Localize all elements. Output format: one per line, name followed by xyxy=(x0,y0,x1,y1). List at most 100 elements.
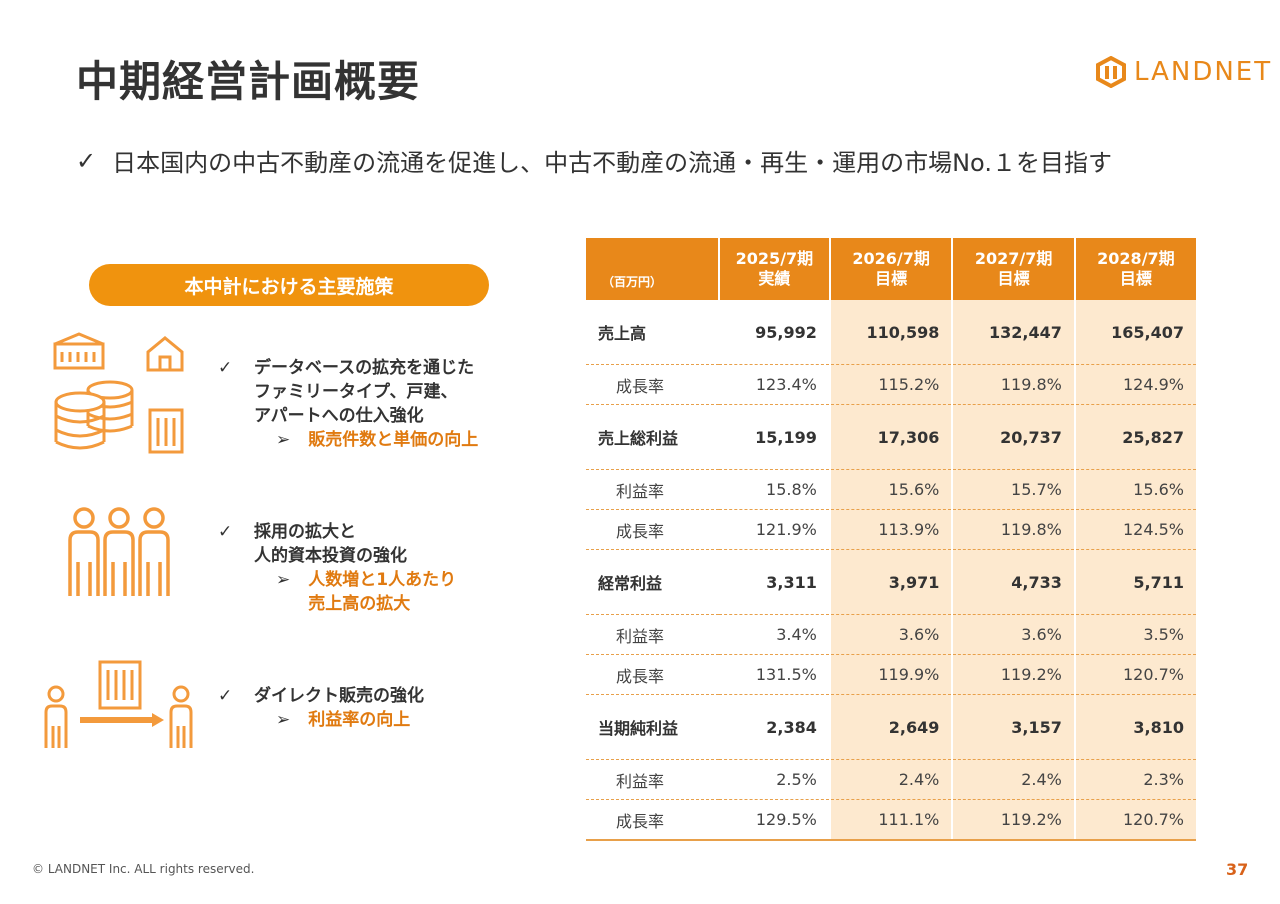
check-icon: ✓ xyxy=(218,686,233,706)
direct-sales-icon xyxy=(40,656,200,756)
company-logo: LANDNET xyxy=(1096,56,1272,88)
headline-text: 日本国内の中古不動産の流通を促進し、中古不動産の流通・再生・運用の市場No.１を… xyxy=(112,149,1112,177)
column-header: 2026/7期 目標 xyxy=(829,238,954,300)
measure-3-result: 利益率の向上 xyxy=(308,710,411,730)
table-cell: 113.9% xyxy=(828,509,953,550)
table-row-rate: 成長率 121.9% 113.9% 119.8% 124.5% xyxy=(586,509,1196,550)
table-cell: 2,384 xyxy=(719,694,830,760)
arrow-icon: ➢ xyxy=(276,570,291,590)
row-label: 成長率 xyxy=(586,364,719,405)
measure-item-3: ✓ ダイレクト販売の強化 ➢ 利益率の向上 xyxy=(218,684,424,732)
table-header-row: （百万円） 2025/7期 実績 2026/7期 目標 2027/7期 目標 2… xyxy=(586,238,1196,300)
table-cell: 124.9% xyxy=(1073,364,1196,405)
table-cell: 132,447 xyxy=(951,300,1075,365)
page-title: 中期経営計画概要 xyxy=(76,57,421,106)
table-cell: 2.4% xyxy=(951,759,1075,800)
column-type: 実績 xyxy=(758,269,791,288)
table-cell: 119.8% xyxy=(951,364,1075,405)
measure-2-line-1: 採用の拡大と xyxy=(254,522,356,542)
column-period: 2025/7期 xyxy=(735,249,814,268)
table-cell: 25,827 xyxy=(1073,404,1196,470)
table-cell: 17,306 xyxy=(828,404,953,470)
table-row-rate: 利益率 3.4% 3.6% 3.6% 3.5% xyxy=(586,614,1196,655)
column-period: 2028/7期 xyxy=(1097,249,1175,268)
measure-1-line-1: データベースの拡充を通じた xyxy=(254,358,475,378)
check-icon: ✓ xyxy=(76,146,97,175)
table-cell: 3,971 xyxy=(828,549,953,615)
table-cell: 120.7% xyxy=(1073,654,1196,695)
row-label: 成長率 xyxy=(586,654,719,695)
people-icon xyxy=(64,506,174,606)
table-cell: 15.6% xyxy=(1073,469,1196,510)
column-type: 目標 xyxy=(1119,269,1152,288)
table-row-rate: 成長率 131.5% 119.9% 119.2% 120.7% xyxy=(586,654,1196,695)
measure-item-2: ✓ 採用の拡大と 人的資本投資の強化 ➢ 人数増と1人あたり 売上高の拡大 xyxy=(218,520,456,616)
measure-1-line-3: アパートへの仕入強化 xyxy=(254,406,424,426)
row-label: 売上高 xyxy=(586,300,719,365)
table-cell: 3,311 xyxy=(719,549,830,615)
check-icon: ✓ xyxy=(218,358,233,378)
table-cell: 20,737 xyxy=(951,404,1075,470)
table-cell: 115.2% xyxy=(828,364,953,405)
arrow-icon: ➢ xyxy=(276,710,291,730)
table-cell: 15.8% xyxy=(719,469,830,510)
table-row-rate: 利益率 2.5% 2.4% 2.4% 2.3% xyxy=(586,759,1196,800)
column-period: 2026/7期 xyxy=(852,249,930,268)
measures-title: 本中計における主要施策 xyxy=(89,264,489,306)
unit-label: （百万円） xyxy=(586,238,720,300)
table-row-rate: 成長率 129.5% 111.1% 119.2% 120.7% xyxy=(586,799,1196,841)
row-label: 利益率 xyxy=(586,614,719,655)
column-type: 目標 xyxy=(875,269,908,288)
logo-text: LANDNET xyxy=(1134,57,1273,87)
table-cell: 111.1% xyxy=(828,799,953,841)
column-header: 2025/7期 実績 xyxy=(719,238,831,300)
table-cell: 129.5% xyxy=(719,799,830,841)
table-cell: 3,810 xyxy=(1073,694,1196,760)
row-label: 利益率 xyxy=(586,759,719,800)
table-cell: 119.9% xyxy=(828,654,953,695)
column-header: 2027/7期 目標 xyxy=(952,238,1076,300)
row-label: 当期純利益 xyxy=(586,694,719,760)
table-cell: 131.5% xyxy=(719,654,830,695)
table-cell: 2.5% xyxy=(719,759,830,800)
table-cell: 3.5% xyxy=(1073,614,1196,655)
table-cell: 110,598 xyxy=(828,300,953,365)
table-cell: 119.2% xyxy=(951,799,1075,841)
copyright-footer: © LANDNET Inc. ALL rights reserved. xyxy=(32,862,255,876)
table-cell: 3.6% xyxy=(828,614,953,655)
table-cell: 3.6% xyxy=(951,614,1075,655)
table-cell: 5,711 xyxy=(1073,549,1196,615)
arrow-icon: ➢ xyxy=(276,430,291,450)
table-cell: 165,407 xyxy=(1073,300,1196,365)
measure-2-result-line-2: 売上高の拡大 xyxy=(308,594,411,614)
table-row-main: 売上総利益 15,199 17,306 20,737 25,827 xyxy=(586,404,1196,470)
table-cell: 15.6% xyxy=(828,469,953,510)
table-cell: 15.7% xyxy=(951,469,1075,510)
table-cell: 2.3% xyxy=(1073,759,1196,800)
page-number: 37 xyxy=(1226,860,1249,879)
table-cell: 3,157 xyxy=(951,694,1075,760)
measure-1-result: 販売件数と単価の向上 xyxy=(308,430,479,450)
column-header: 2028/7期 目標 xyxy=(1074,238,1196,300)
table-cell: 3.4% xyxy=(719,614,830,655)
table-cell: 121.9% xyxy=(719,509,830,550)
headline: ✓ 日本国内の中古不動産の流通を促進し、中古不動産の流通・再生・運用の市場No.… xyxy=(76,143,1112,178)
table-cell: 119.8% xyxy=(951,509,1075,550)
database-houses-icon xyxy=(50,330,190,464)
table-row-rate: 利益率 15.8% 15.6% 15.7% 15.6% xyxy=(586,469,1196,510)
row-label: 経常利益 xyxy=(586,549,719,615)
table-row-main: 当期純利益 2,384 2,649 3,157 3,810 xyxy=(586,694,1196,760)
table-cell: 4,733 xyxy=(951,549,1075,615)
financial-plan-table: （百万円） 2025/7期 実績 2026/7期 目標 2027/7期 目標 2… xyxy=(586,238,1196,841)
check-icon: ✓ xyxy=(218,522,233,542)
measure-2-line-2: 人的資本投資の強化 xyxy=(254,546,407,566)
table-row-rate: 成長率 123.4% 115.2% 119.8% 124.9% xyxy=(586,364,1196,405)
measure-3-line-1: ダイレクト販売の強化 xyxy=(254,686,424,706)
column-type: 目標 xyxy=(997,269,1030,288)
table-row-main: 経常利益 3,311 3,971 4,733 5,711 xyxy=(586,549,1196,615)
column-period: 2027/7期 xyxy=(974,249,1053,268)
table-cell: 95,992 xyxy=(719,300,830,365)
measure-1-line-2: ファミリータイプ、戸建、 xyxy=(254,382,458,402)
table-cell: 2,649 xyxy=(828,694,953,760)
table-cell: 124.5% xyxy=(1073,509,1196,550)
